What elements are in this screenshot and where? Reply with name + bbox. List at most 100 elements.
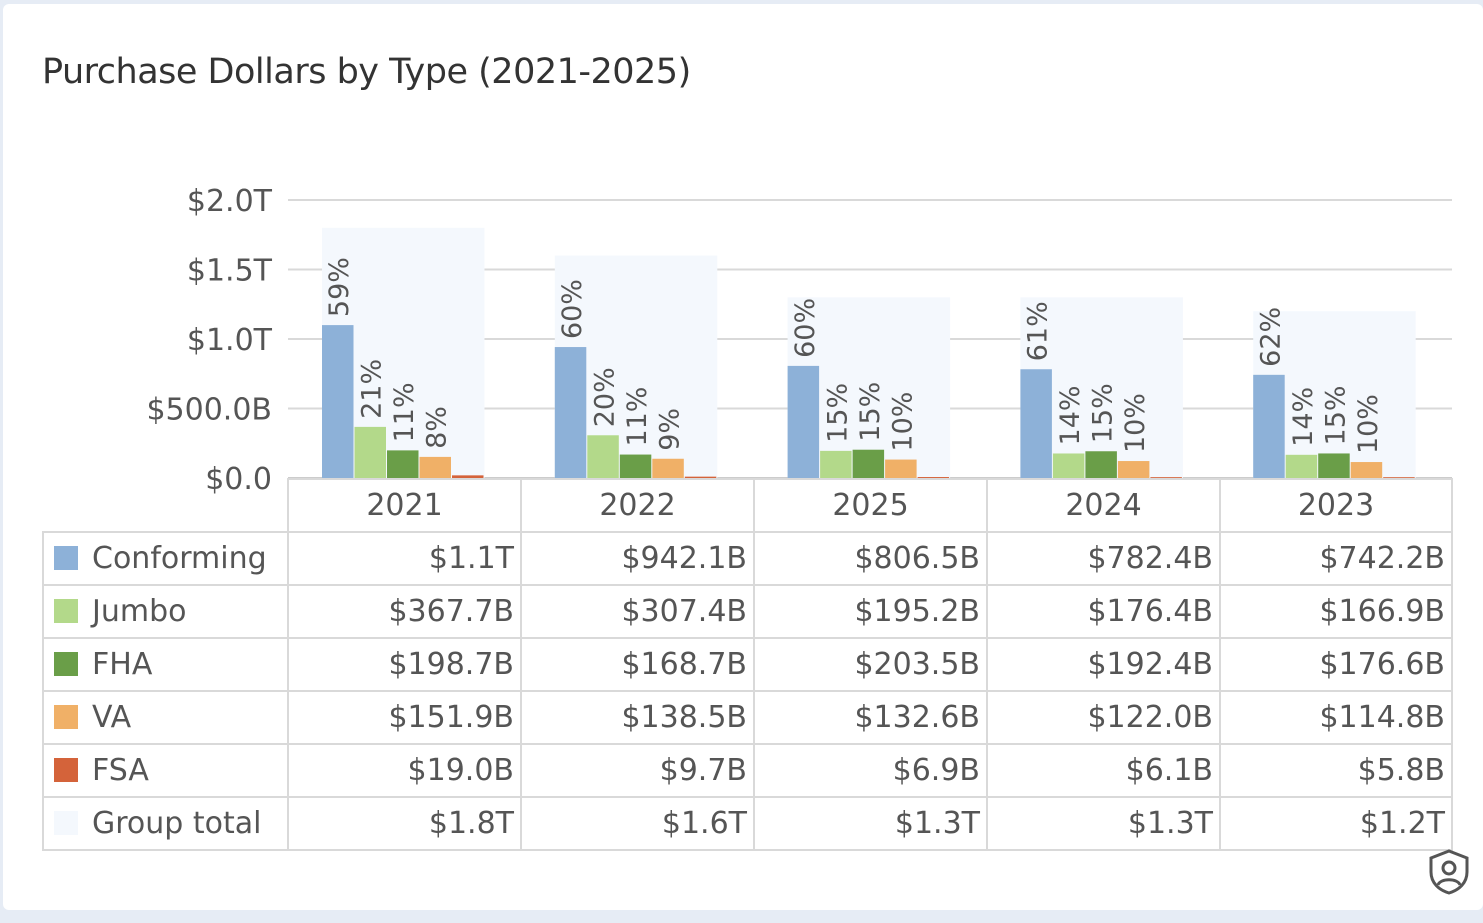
pct-label: 8% bbox=[422, 406, 453, 449]
table-cell: $203.5B bbox=[753, 637, 988, 692]
bar-jumbo[interactable] bbox=[587, 435, 619, 478]
table-cell: $114.8B bbox=[1219, 690, 1453, 745]
bar-fsa[interactable] bbox=[917, 477, 950, 479]
table-row: Jumbo $367.7B $307.4B $195.2B $176.4B $166.9B bbox=[42, 584, 1453, 639]
bar-va[interactable] bbox=[885, 459, 917, 478]
bar-conforming[interactable] bbox=[1253, 374, 1285, 478]
column-header: 2025 bbox=[753, 478, 988, 533]
y-tick-label: $500.0B bbox=[146, 393, 272, 428]
bar-fsa[interactable] bbox=[452, 475, 484, 478]
table-cell: $19.0B bbox=[287, 743, 522, 798]
table-cell: $168.7B bbox=[520, 637, 755, 692]
table-cell: $166.9B bbox=[1219, 584, 1453, 639]
table-cell: $782.4B bbox=[986, 531, 1221, 586]
table-cell: $1.8T bbox=[287, 796, 522, 851]
table-cell: $6.1B bbox=[986, 743, 1221, 798]
table-cell: $1.2T bbox=[1219, 796, 1453, 851]
y-tick-label: $1.5T bbox=[187, 254, 273, 289]
table-cell: $9.7B bbox=[520, 743, 755, 798]
row-label: FHA bbox=[42, 637, 289, 692]
series-name: Jumbo bbox=[92, 594, 187, 629]
table-row: FSA $19.0B $9.7B $6.9B $6.1B $5.8B bbox=[42, 743, 1453, 798]
pct-label: 11% bbox=[389, 382, 420, 442]
y-tick-label: $2.0T bbox=[187, 184, 273, 219]
bar-conforming[interactable] bbox=[1020, 369, 1052, 478]
pct-label: 62% bbox=[1255, 307, 1286, 367]
table-cell: $138.5B bbox=[520, 690, 755, 745]
series-name: Group total bbox=[92, 806, 262, 841]
bar-conforming[interactable] bbox=[554, 347, 587, 478]
table-cell: $132.6B bbox=[753, 690, 988, 745]
y-tick-label: $1.0T bbox=[187, 323, 273, 358]
series-name: FSA bbox=[92, 753, 149, 788]
bar-conforming[interactable] bbox=[322, 325, 354, 478]
pct-label: 15% bbox=[1320, 385, 1351, 445]
column-header: 2022 bbox=[520, 478, 755, 533]
pct-label: 61% bbox=[1023, 301, 1054, 361]
pct-label: 60% bbox=[557, 279, 588, 339]
bar-jumbo[interactable] bbox=[1285, 454, 1318, 478]
legend-swatch bbox=[54, 652, 78, 676]
row-label: Jumbo bbox=[42, 584, 289, 639]
bar-jumbo[interactable] bbox=[820, 450, 852, 478]
pct-label: 10% bbox=[1353, 394, 1384, 454]
table-cell: $742.2B bbox=[1219, 531, 1453, 586]
table-cell: $6.9B bbox=[753, 743, 988, 798]
column-header: 2024 bbox=[986, 478, 1221, 533]
row-label: VA bbox=[42, 690, 289, 745]
bar-va[interactable] bbox=[1350, 462, 1383, 478]
legend-swatch bbox=[54, 546, 78, 570]
bar-va[interactable] bbox=[419, 456, 452, 478]
pct-label: 21% bbox=[357, 359, 388, 419]
bar-fha[interactable] bbox=[852, 449, 885, 478]
pct-label: 20% bbox=[590, 367, 621, 427]
table-cell: $151.9B bbox=[287, 690, 522, 745]
bar-fsa[interactable] bbox=[684, 476, 717, 479]
bar-va[interactable] bbox=[652, 458, 684, 478]
bar-fsa[interactable] bbox=[1383, 477, 1415, 479]
table-cell: $942.1B bbox=[520, 531, 755, 586]
table-cell: $307.4B bbox=[520, 584, 755, 639]
column-header: 2021 bbox=[287, 478, 522, 533]
legend-swatch bbox=[54, 599, 78, 623]
table-cell: $176.4B bbox=[986, 584, 1221, 639]
pct-label: 60% bbox=[790, 298, 821, 358]
row-label: FSA bbox=[42, 743, 289, 798]
legend-swatch bbox=[54, 758, 78, 782]
series-name: VA bbox=[92, 700, 132, 735]
pct-label: 11% bbox=[622, 387, 653, 447]
shield-user-icon[interactable] bbox=[1426, 848, 1472, 896]
bar-fha[interactable] bbox=[1318, 453, 1350, 478]
row-label: Group total bbox=[42, 796, 289, 851]
bar-va[interactable] bbox=[1117, 461, 1150, 478]
table-cell: $1.6T bbox=[520, 796, 755, 851]
pct-label: 15% bbox=[822, 383, 853, 443]
legend-swatch bbox=[54, 811, 78, 835]
table-row: Group total $1.8T $1.6T $1.3T $1.3T $1.2T bbox=[42, 796, 1453, 851]
bar-fsa[interactable] bbox=[1150, 477, 1182, 479]
bar-jumbo[interactable] bbox=[354, 426, 387, 478]
table-cell: $1.3T bbox=[753, 796, 988, 851]
pct-label: 10% bbox=[887, 392, 918, 452]
table-cell: $198.7B bbox=[287, 637, 522, 692]
table-cell: $122.0B bbox=[986, 690, 1221, 745]
pct-label: 14% bbox=[1055, 385, 1086, 445]
series-name: FHA bbox=[92, 647, 153, 682]
table-row: VA $151.9B $138.5B $132.6B $122.0B $114.8B bbox=[42, 690, 1453, 745]
table-cell: $176.6B bbox=[1219, 637, 1453, 692]
table-corner bbox=[43, 479, 289, 533]
bar-jumbo[interactable] bbox=[1052, 453, 1085, 478]
data-table: 2021 2022 2025 2024 2023 Conforming $1.1T $942… bbox=[42, 478, 1453, 851]
row-label: Conforming bbox=[42, 531, 289, 586]
series-name: Conforming bbox=[92, 541, 267, 576]
table-cell: $367.7B bbox=[287, 584, 522, 639]
table-cell: $195.2B bbox=[753, 584, 988, 639]
pct-label: 59% bbox=[324, 257, 355, 317]
bar-fha[interactable] bbox=[1085, 451, 1117, 478]
bar-conforming[interactable] bbox=[787, 365, 820, 478]
bar-fha[interactable] bbox=[387, 450, 419, 478]
pct-label: 9% bbox=[655, 408, 686, 451]
table-cell: $192.4B bbox=[986, 637, 1221, 692]
bar-fha[interactable] bbox=[619, 454, 652, 478]
